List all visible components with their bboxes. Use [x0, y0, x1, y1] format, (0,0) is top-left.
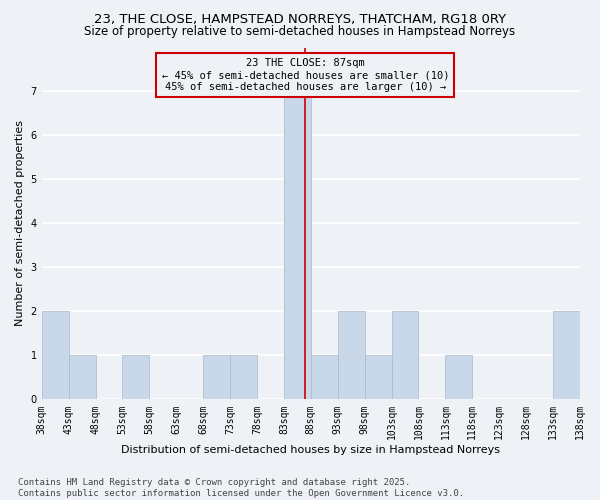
Y-axis label: Number of semi-detached properties: Number of semi-detached properties — [15, 120, 25, 326]
Text: 23, THE CLOSE, HAMPSTEAD NORREYS, THATCHAM, RG18 0RY: 23, THE CLOSE, HAMPSTEAD NORREYS, THATCH… — [94, 12, 506, 26]
Bar — [122, 356, 149, 400]
Bar — [392, 312, 418, 400]
Bar — [203, 356, 230, 400]
Bar — [41, 312, 68, 400]
Bar — [553, 312, 580, 400]
Bar — [445, 356, 472, 400]
Bar — [311, 356, 338, 400]
Bar — [284, 92, 311, 400]
Text: Size of property relative to semi-detached houses in Hampstead Norreys: Size of property relative to semi-detach… — [85, 25, 515, 38]
Text: 23 THE CLOSE: 87sqm
← 45% of semi-detached houses are smaller (10)
45% of semi-d: 23 THE CLOSE: 87sqm ← 45% of semi-detach… — [162, 58, 449, 92]
Bar — [230, 356, 257, 400]
X-axis label: Distribution of semi-detached houses by size in Hampstead Norreys: Distribution of semi-detached houses by … — [121, 445, 500, 455]
Bar — [68, 356, 95, 400]
Text: Contains HM Land Registry data © Crown copyright and database right 2025.
Contai: Contains HM Land Registry data © Crown c… — [18, 478, 464, 498]
Bar — [365, 356, 392, 400]
Bar — [338, 312, 365, 400]
